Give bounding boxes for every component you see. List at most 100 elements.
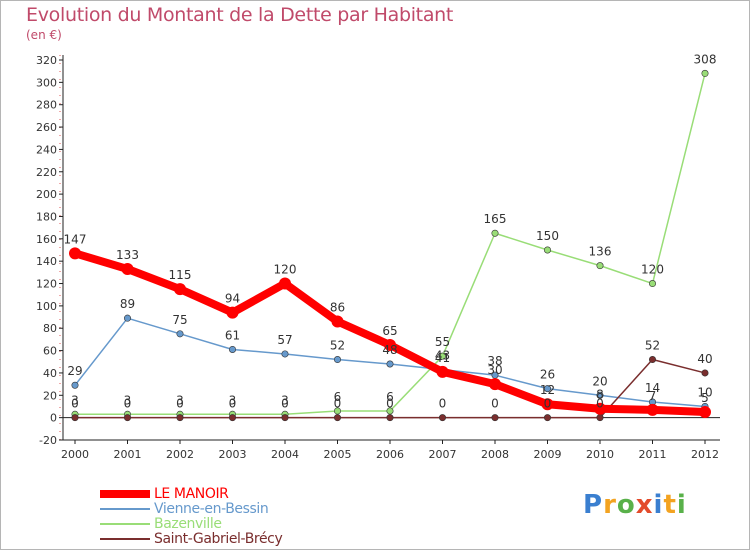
data-label: 3 — [281, 393, 289, 407]
data-label: 40 — [697, 352, 712, 366]
data-label: 3 — [71, 393, 79, 407]
data-point — [174, 283, 186, 296]
data-label: 0 — [386, 397, 394, 411]
data-label: 55 — [435, 335, 450, 349]
data-point — [491, 414, 499, 422]
data-label: 8 — [596, 388, 604, 402]
data-label: 0 — [229, 397, 237, 411]
y-tick-label: 200 — [36, 188, 57, 201]
data-label: 75 — [172, 313, 187, 327]
y-tick-label: 0 — [50, 412, 57, 425]
data-point — [331, 315, 344, 328]
data-point — [333, 414, 341, 422]
data-point — [438, 352, 446, 360]
data-point — [646, 403, 659, 416]
data-label: 38 — [487, 354, 502, 368]
data-label: 0 — [439, 397, 447, 411]
data-label: 52 — [645, 339, 660, 353]
data-label: 308 — [694, 52, 717, 66]
data-point — [594, 402, 606, 415]
data-label: 6 — [386, 390, 394, 404]
x-tick-label: 2011 — [639, 448, 667, 461]
data-point — [699, 406, 711, 419]
data-label: 0 — [71, 397, 79, 411]
data-label: 6 — [334, 390, 342, 404]
data-label: 0 — [491, 397, 499, 411]
data-label: 94 — [225, 292, 240, 306]
data-point — [176, 414, 184, 422]
legend-swatch — [100, 537, 150, 540]
data-point — [229, 345, 237, 353]
data-point — [648, 356, 656, 364]
data-point — [701, 369, 709, 377]
data-point — [384, 339, 396, 351]
x-tick-label: 2009 — [534, 448, 562, 461]
x-tick-label: 2007 — [429, 448, 457, 461]
data-point — [386, 414, 394, 422]
data-label: 14 — [645, 381, 660, 395]
data-point — [596, 414, 604, 422]
data-label: 165 — [484, 212, 507, 226]
data-point — [226, 306, 239, 319]
data-label: 120 — [641, 263, 664, 277]
data-point — [491, 229, 499, 237]
data-label: 57 — [277, 333, 292, 347]
data-point — [124, 314, 132, 322]
legend-label: LE MANOIR — [154, 485, 229, 502]
data-point — [71, 414, 79, 422]
proxiti-logo: Proxiti — [583, 490, 687, 520]
data-label: 3 — [124, 393, 132, 407]
chart-subtitle: (en €) — [26, 28, 62, 42]
y-tick-label: 160 — [36, 233, 57, 246]
data-point — [69, 247, 81, 260]
data-label: 5 — [701, 391, 709, 405]
data-label: 61 — [225, 328, 240, 342]
data-label: 3 — [229, 393, 237, 407]
data-label: 133 — [116, 248, 139, 262]
data-label: 7 — [649, 389, 657, 403]
data-label: 0 — [281, 397, 289, 411]
x-tick-label: 2010 — [586, 448, 614, 461]
data-label: 43 — [435, 349, 450, 363]
data-point — [596, 391, 604, 399]
data-label: 147 — [64, 232, 87, 246]
data-point — [596, 262, 604, 270]
data-point — [124, 414, 132, 422]
x-tick-label: 2001 — [114, 448, 142, 461]
y-tick-label: 40 — [43, 367, 57, 380]
y-tick-label: 60 — [43, 345, 57, 358]
y-tick-label: 220 — [36, 166, 57, 179]
data-label: 0 — [544, 397, 552, 411]
data-point — [333, 407, 341, 415]
data-label: 86 — [330, 301, 345, 315]
x-tick-label: 2005 — [324, 448, 352, 461]
data-point — [543, 385, 551, 393]
x-tick-label: 2002 — [166, 448, 194, 461]
y-tick-label: 20 — [43, 389, 57, 402]
y-tick-label: 300 — [36, 76, 57, 89]
data-point — [386, 360, 394, 368]
data-point — [489, 378, 501, 391]
data-label: 52 — [330, 339, 345, 353]
y-tick-label: 100 — [36, 300, 57, 313]
data-label: 48 — [382, 343, 397, 357]
legend-item: Vienne-en-Bessin — [100, 501, 282, 517]
data-label: 120 — [274, 263, 297, 277]
data-point — [176, 330, 184, 338]
data-label: 0 — [334, 397, 342, 411]
y-tick-label: 80 — [43, 322, 57, 335]
y-tick-label: 280 — [36, 99, 57, 112]
y-tick-label: 260 — [36, 121, 57, 134]
data-point — [438, 414, 446, 422]
data-label: 41 — [435, 351, 450, 365]
data-point — [279, 277, 291, 290]
data-point — [701, 69, 709, 77]
data-point — [386, 407, 394, 415]
data-point — [229, 414, 237, 422]
y-tick-label: 240 — [36, 143, 57, 156]
x-tick-label: 2012 — [691, 448, 719, 461]
x-tick-label: 2004 — [271, 448, 299, 461]
data-label: 0 — [596, 397, 604, 411]
